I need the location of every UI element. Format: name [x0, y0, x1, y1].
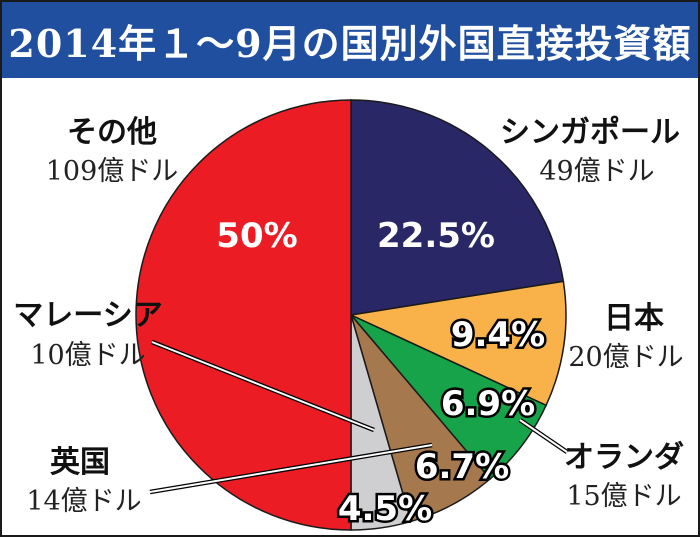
- label-name-uk: 英国: [50, 445, 110, 480]
- pie-slices: [135, 99, 567, 531]
- pie-slice-japan: [348, 280, 567, 407]
- label-name-malaysia: マレーシア: [13, 298, 162, 333]
- label-amount-singapore: 49億ドル: [539, 156, 654, 187]
- label-name-japan: 日本: [604, 301, 664, 336]
- leader-line-uk: [149, 444, 433, 493]
- pct-label-others: 50%: [216, 216, 297, 256]
- title-bar: 2014年１～9月の国別外国直接投資額: [2, 2, 698, 78]
- label-amount-uk: 14億ドル: [26, 486, 141, 517]
- label-amount-japan: 20億ドル: [568, 342, 683, 373]
- label-name-others: その他: [67, 115, 157, 150]
- chart-title: 2014年１～9月の国別外国直接投資額: [8, 20, 692, 66]
- pct-label-malaysia: 4.5%: [338, 489, 432, 529]
- pie-slice-others: [135, 99, 352, 531]
- leader-line-malaysia: [151, 341, 375, 431]
- pct-label-netherlands: 6.9%: [441, 384, 535, 424]
- pct-label-uk: 6.7%: [415, 447, 509, 487]
- leader-line-netherlands: [519, 419, 568, 453]
- label-name-netherlands: オランダ: [564, 440, 684, 475]
- pct-label-japan: 9.4%: [451, 315, 545, 355]
- label-amount-netherlands: 15億ドル: [566, 481, 681, 512]
- label-amount-others: 109億ドル: [46, 156, 179, 187]
- leader-lines: [149, 339, 569, 495]
- label-name-singapore: シンガポール: [500, 115, 680, 150]
- pie-slice-singapore: [350, 99, 565, 316]
- label-amount-malaysia: 10億ドル: [30, 340, 145, 371]
- pct-label-singapore: 22.5%: [377, 216, 495, 256]
